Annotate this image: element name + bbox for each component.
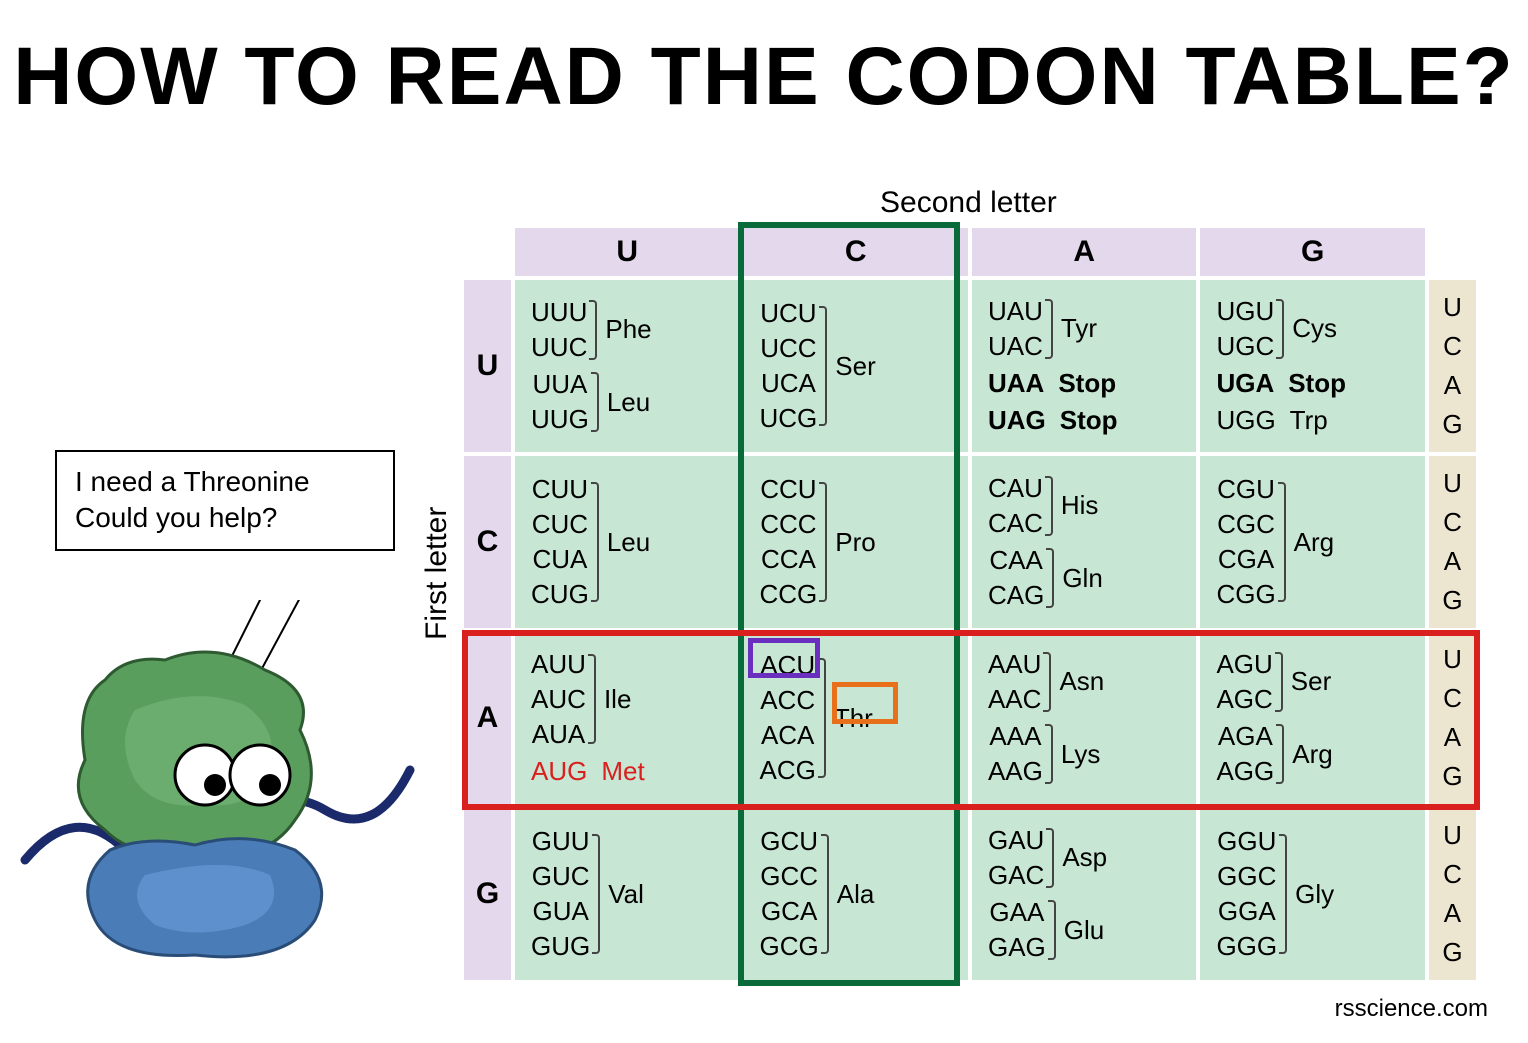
third-letter-col: UCAG: [1429, 808, 1476, 980]
ribosome-illustration: [15, 600, 415, 980]
cell-CA: CAUCAC His CAACAG Gln: [972, 456, 1196, 628]
cell-UG: UGUUGC Cys UGAStopUGGTrp: [1200, 280, 1424, 452]
attribution: rsscience.com: [1335, 995, 1488, 1023]
col-header-G: G: [1200, 228, 1424, 276]
col-header-C: C: [744, 228, 968, 276]
cell-GG: GGUGGCGGAGGG Gly: [1200, 808, 1424, 980]
third-letter-col: UCAG: [1429, 632, 1476, 804]
cell-UC: UCUUCCUCAUCG Ser: [744, 280, 968, 452]
row-header-A: A: [464, 632, 511, 804]
first-letter-label: First letter: [420, 507, 454, 640]
cell-GC: GCUGCCGCAGCG Ala: [744, 808, 968, 980]
cell-GA: GAUGAC Asp GAAGAG Glu: [972, 808, 1196, 980]
third-letter-col: UCAG: [1429, 280, 1476, 452]
cell-AG: AGUAGC Ser AGAAGG Arg: [1200, 632, 1424, 804]
cell-CC: CCUCCCCCACCG Pro: [744, 456, 968, 628]
second-letter-label: Second letter: [880, 186, 1057, 220]
cell-GU: GUUGUCGUAGUG Val: [515, 808, 739, 980]
cell-UA: UAUUAC Tyr UAAStopUAGStop: [972, 280, 1196, 452]
row-header-G: G: [464, 808, 511, 980]
page-title: HOW TO READ THE CODON TABLE?: [0, 30, 1528, 124]
codon-table: UCAGU UUUUUC Phe UUAUUG Leu UCUUCCUCAUCG…: [460, 224, 1480, 984]
cell-AC: ACUACCACAACG Thr: [744, 632, 968, 804]
cell-CU: CUUCUCCUACUG Leu: [515, 456, 739, 628]
speech-bubble: I need a Threonine Could you help?: [55, 450, 395, 551]
row-header-U: U: [464, 280, 511, 452]
col-header-A: A: [972, 228, 1196, 276]
col-header-U: U: [515, 228, 739, 276]
third-letter-col: UCAG: [1429, 456, 1476, 628]
speech-line-2: Could you help?: [75, 500, 375, 536]
cell-UU: UUUUUC Phe UUAUUG Leu: [515, 280, 739, 452]
row-header-C: C: [464, 456, 511, 628]
cell-AU: AUUAUCAUA Ile AUGMet: [515, 632, 739, 804]
speech-line-1: I need a Threonine: [75, 464, 375, 500]
cell-CG: CGUCGCCGACGG Arg: [1200, 456, 1424, 628]
cell-AA: AAUAAC Asn AAAAAG Lys: [972, 632, 1196, 804]
